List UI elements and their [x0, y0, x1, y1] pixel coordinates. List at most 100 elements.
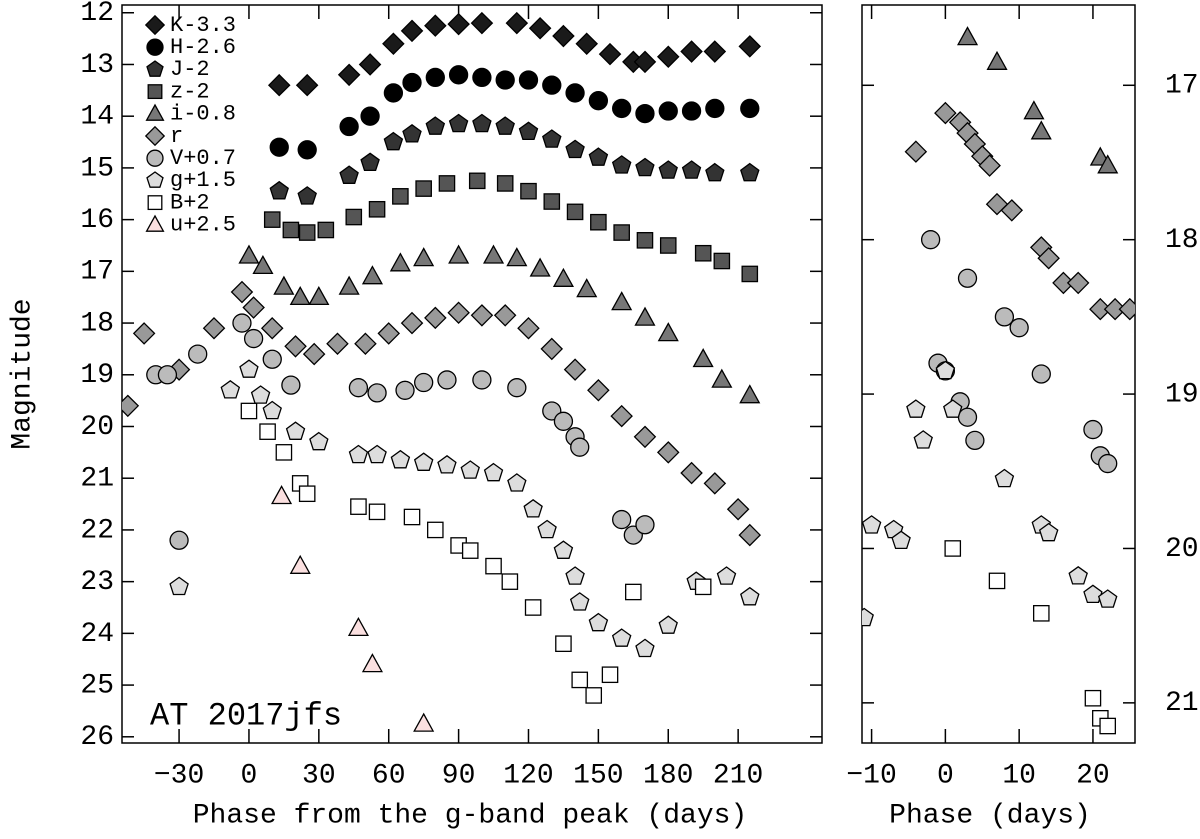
marker	[713, 252, 731, 270]
marker	[658, 101, 678, 121]
marker	[358, 53, 382, 76]
marker	[437, 454, 457, 474]
marker	[260, 316, 284, 340]
marker	[501, 573, 519, 590]
x-axis-label: Phase from the g-band peak (days)	[193, 800, 748, 831]
marker	[739, 384, 761, 404]
marker	[588, 612, 609, 632]
marker	[986, 50, 1008, 70]
marker	[957, 407, 978, 427]
marker	[337, 63, 361, 87]
marker	[740, 586, 760, 606]
marker	[339, 116, 359, 137]
marker	[862, 515, 882, 534]
y-tick-label: 17	[80, 257, 114, 288]
marker	[1009, 318, 1029, 338]
marker	[680, 461, 703, 485]
marker	[1000, 199, 1024, 222]
legend-marker	[147, 195, 163, 211]
marker	[904, 140, 928, 163]
marker	[1089, 297, 1112, 321]
marker	[625, 583, 642, 601]
marker	[944, 540, 962, 557]
data-layer	[862, 26, 1135, 735]
marker	[360, 106, 380, 126]
marker	[275, 444, 293, 461]
marker	[269, 137, 289, 157]
marker	[1068, 565, 1088, 585]
marker	[740, 162, 760, 182]
legend-marker	[146, 171, 164, 188]
marker	[656, 441, 680, 464]
marker	[1052, 271, 1075, 295]
marker	[309, 431, 329, 451]
marker	[402, 123, 422, 143]
marker	[555, 635, 572, 653]
legend-label: u+2.5	[170, 213, 236, 238]
marker	[552, 24, 575, 48]
y-tick-label: 26	[80, 722, 114, 753]
y-tick-label: 13	[80, 50, 114, 81]
legend-marker	[145, 214, 165, 232]
marker	[1084, 689, 1102, 707]
marker	[518, 121, 539, 141]
right-panel-frame	[861, 4, 1136, 744]
marker	[524, 599, 542, 616]
y-tick-label: 12	[80, 0, 114, 29]
marker	[978, 154, 1001, 177]
y-tick-label: 18	[1165, 225, 1199, 256]
marker	[935, 360, 956, 380]
marker	[590, 213, 607, 231]
marker	[656, 45, 680, 69]
marker	[943, 399, 963, 418]
marker	[361, 653, 384, 673]
marker	[635, 103, 655, 124]
marker	[289, 285, 311, 306]
marker	[262, 349, 282, 369]
x-tick-label: 0	[937, 760, 954, 791]
marker	[587, 378, 610, 402]
legend-marker	[144, 14, 166, 36]
marker	[377, 322, 401, 345]
marker	[483, 462, 504, 482]
legend-label: H-2.6	[170, 35, 236, 60]
marker	[1031, 364, 1051, 384]
marker	[598, 42, 622, 66]
marker	[741, 265, 759, 283]
marker	[157, 365, 178, 385]
legend-marker	[147, 84, 163, 100]
y-tick-label: 19	[80, 360, 114, 391]
y-tick-label: 24	[80, 619, 114, 650]
marker	[705, 162, 725, 182]
marker	[345, 208, 363, 226]
marker	[470, 11, 494, 35]
y-tick-label: 19	[1165, 379, 1199, 410]
marker	[202, 316, 226, 340]
marker	[413, 712, 435, 732]
marker	[383, 83, 404, 103]
annotation: AT 2017jfs	[150, 697, 342, 734]
legend-marker	[146, 149, 164, 167]
marker	[169, 576, 189, 596]
marker	[740, 98, 760, 119]
marker	[694, 578, 712, 596]
marker	[552, 267, 575, 287]
marker	[285, 421, 306, 440]
marker	[239, 359, 259, 378]
marker	[566, 203, 584, 221]
marker	[1098, 453, 1118, 474]
x-tick-label: 210	[713, 760, 763, 791]
x-tick-label: 0	[241, 760, 258, 791]
marker	[383, 131, 404, 151]
marker	[934, 101, 957, 125]
marker	[470, 304, 494, 327]
x-tick-label: 60	[372, 760, 406, 791]
marker	[565, 83, 585, 103]
marker	[368, 503, 386, 521]
marker	[542, 129, 562, 148]
marker	[389, 252, 411, 272]
marker	[400, 19, 424, 43]
marker	[543, 193, 561, 210]
marker	[1097, 154, 1119, 174]
x-tick-label: 180	[643, 760, 693, 791]
